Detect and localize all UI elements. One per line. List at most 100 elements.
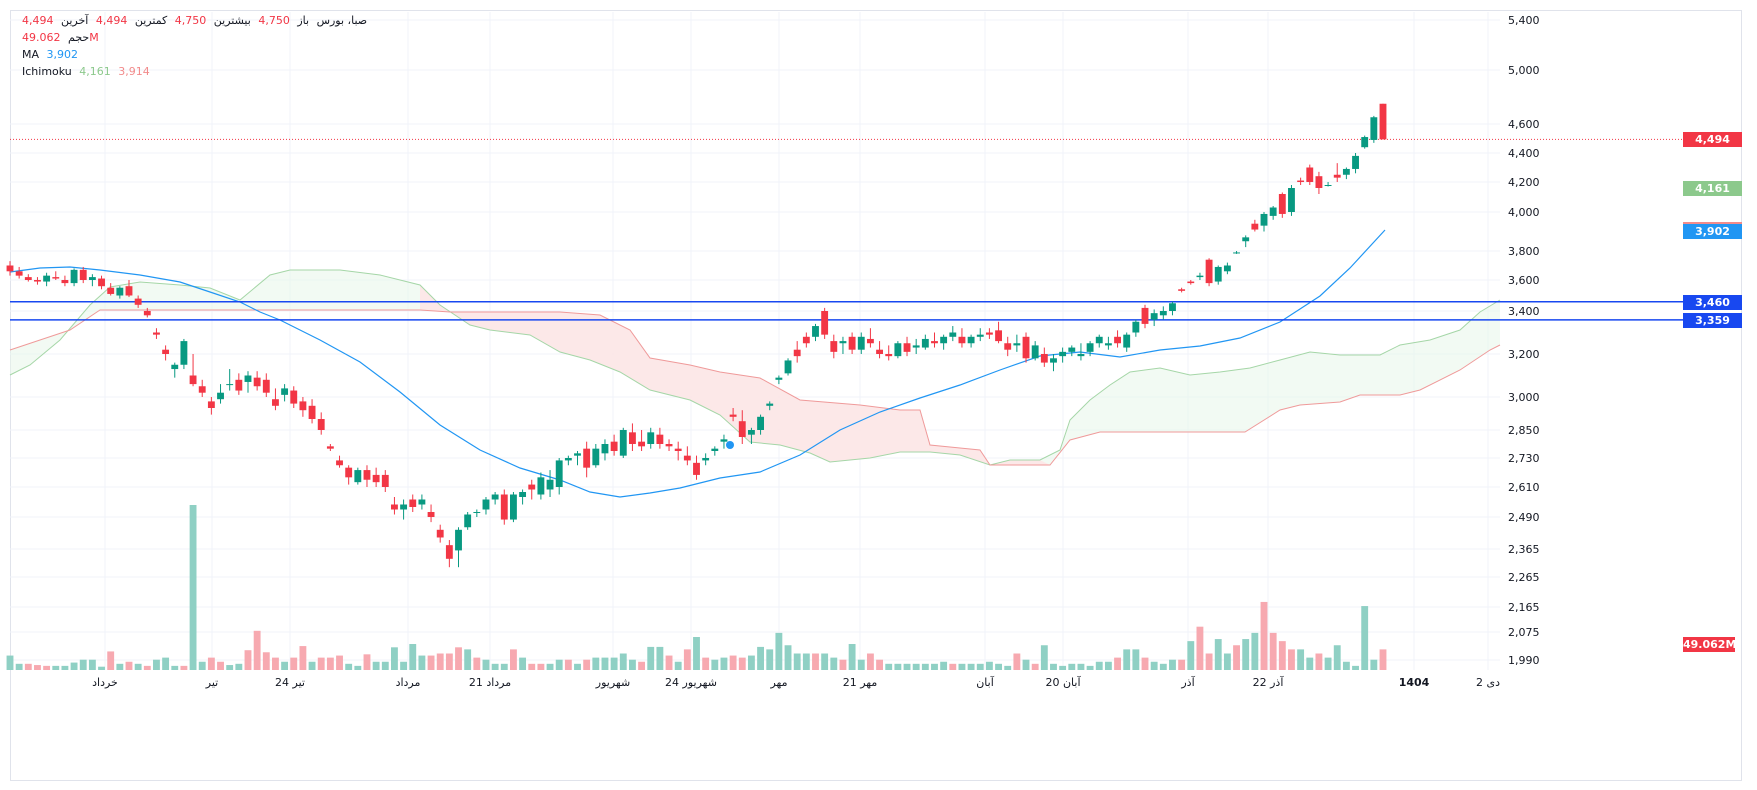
volume-bar (1169, 659, 1176, 670)
candle (372, 474, 380, 483)
volume-bar (857, 659, 865, 670)
volume-legend: حجم 49.062M (18, 31, 99, 44)
candle (464, 514, 472, 528)
candle (628, 432, 636, 444)
volume-bar (528, 663, 536, 670)
candle (52, 277, 60, 279)
candle (43, 275, 51, 282)
candle (720, 439, 728, 442)
candle (143, 311, 151, 316)
candle (290, 390, 298, 404)
volume-bar (1141, 657, 1149, 670)
volume-bar (1324, 657, 1332, 670)
x-tick-label: 21 مهر (843, 676, 878, 689)
volume-bar (1278, 641, 1286, 670)
volume-bar (1260, 601, 1268, 670)
y-tick-label: 2,165 (1508, 601, 1540, 614)
candle (1004, 343, 1012, 350)
volume-bar (464, 649, 472, 670)
candle (98, 278, 105, 287)
candle (455, 529, 462, 551)
volume-bar (1095, 661, 1103, 670)
volume-bar (967, 663, 975, 670)
candle (610, 441, 618, 451)
candle (702, 458, 710, 461)
candle (79, 269, 87, 280)
volume-bar (802, 653, 810, 670)
candle (180, 341, 188, 365)
candle (848, 336, 856, 350)
volume-bar (848, 644, 856, 670)
volume-value: 49.062M (22, 31, 99, 44)
candle (885, 354, 893, 357)
candle (546, 479, 554, 490)
volume-bar (491, 663, 499, 670)
volume-bar (1059, 665, 1067, 670)
ma-label: MA (22, 48, 40, 61)
candle (363, 470, 371, 480)
volume-bar (784, 645, 792, 670)
volume-bar (473, 657, 481, 670)
volume-bar (619, 653, 627, 670)
volume-bar (638, 661, 646, 670)
volume-bar (958, 663, 966, 670)
volume-bar (272, 657, 279, 670)
candle (1104, 343, 1112, 346)
volume-bar (995, 663, 1002, 670)
ma-legend: MA 3,902 (18, 48, 78, 61)
volume-bar (665, 655, 673, 670)
candle (921, 338, 929, 348)
volume-bar (500, 663, 508, 670)
chart-frame (10, 10, 1742, 781)
volume-bar (171, 665, 179, 670)
candle (162, 349, 170, 354)
volume-bar (1104, 661, 1112, 670)
candle (198, 386, 206, 393)
volume-bar (15, 663, 23, 670)
y-tick-label: 2,730 (1508, 452, 1540, 465)
candle (940, 336, 948, 344)
volume-bar (1214, 639, 1222, 670)
price-tag: 4,494 (1683, 132, 1742, 148)
volume-bar (537, 663, 545, 670)
volume-bar (1288, 649, 1295, 670)
volume-bar (6, 655, 14, 670)
volume-bar (1242, 639, 1250, 670)
volume-bar (427, 655, 435, 670)
candle (354, 470, 362, 483)
candle (1251, 223, 1259, 230)
volume-bar (34, 665, 41, 670)
candle (574, 453, 581, 456)
volume-bar (757, 646, 765, 670)
candle (784, 360, 792, 374)
candle (711, 448, 719, 451)
candle (830, 341, 838, 352)
candle (189, 375, 197, 385)
x-tick-label: 1404 (1399, 676, 1430, 689)
volume-bar (1114, 657, 1121, 670)
candle (839, 341, 847, 344)
candle (1214, 266, 1222, 282)
candle (6, 265, 14, 272)
candle (1315, 176, 1323, 188)
candle (1050, 358, 1057, 363)
volume-bar (235, 663, 243, 670)
candle (15, 271, 23, 276)
price-tag: 3,902 (1683, 224, 1742, 240)
volume-bar (1086, 665, 1094, 670)
candle (336, 460, 343, 466)
volume-bar (1196, 626, 1204, 670)
candle (583, 448, 591, 468)
volume-bar (555, 659, 563, 670)
candle (757, 416, 765, 430)
volume-bar (821, 653, 829, 670)
volume-bar (217, 661, 224, 670)
symbol-label: صبا، بورس (316, 14, 368, 27)
candle (1013, 343, 1021, 346)
volume-bar (1379, 649, 1387, 670)
volume-bar (1013, 653, 1021, 670)
volume-bar (976, 663, 984, 670)
volume-bar (455, 647, 462, 670)
candle (491, 494, 499, 500)
